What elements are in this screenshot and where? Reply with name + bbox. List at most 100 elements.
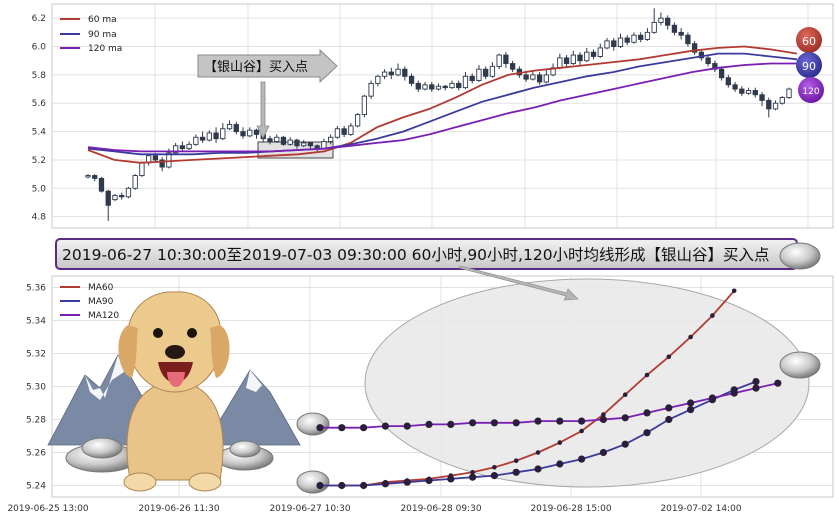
signal-banner: 2019-06-27 10:30:00至2019-07-03 09:30:00 … [55, 238, 798, 270]
data-point-ma90 [512, 468, 520, 476]
highlight-ellipse [364, 278, 810, 488]
silver-ingot-markers [296, 242, 821, 494]
data-point-ma90 [752, 378, 760, 386]
data-point-ma120 [752, 384, 760, 392]
bottom-y-axis: 5.24 5.26 5.28 5.30 5.32 5.34 5.36 [26, 284, 46, 492]
candle [503, 52, 509, 68]
data-point-ma90 [599, 448, 608, 457]
candle [213, 127, 219, 143]
ma-badges: 60 90 120 [796, 27, 824, 103]
candle [718, 66, 725, 81]
data-point-ma120 [469, 419, 477, 427]
top-y-tick-label: 6.2 [32, 14, 46, 24]
candles [85, 8, 792, 221]
data-point-ma90 [360, 481, 368, 490]
candle [678, 28, 684, 40]
candle [287, 137, 293, 146]
data-point-ma120 [665, 404, 673, 412]
data-point-ma90 [316, 481, 324, 490]
data-point-ma120 [774, 379, 782, 387]
candle [368, 80, 374, 99]
bottom-y-tick-label: 5.32 [26, 350, 46, 360]
candle [220, 123, 226, 141]
data-point-ma120 [599, 415, 608, 424]
data-point-ma90 [447, 475, 455, 483]
bottom-x-tick-label: 2019-06-26 11:30 [138, 504, 219, 514]
bottom-x-tick-label: 2019-06-28 09:30 [400, 504, 481, 514]
badge-60-label: 60 [802, 35, 816, 48]
candle [509, 60, 516, 73]
candle [665, 15, 671, 30]
top-y-axis: 4.8 5.0 5.2 5.4 5.6 5.8 6.0 6.2 [32, 14, 47, 222]
banner-text: 2019-06-27 10:30:00至2019-07-03 09:30:00 … [62, 246, 770, 264]
candle [348, 123, 354, 136]
candle [745, 87, 752, 95]
data-point-ma90 [556, 460, 564, 468]
candle [274, 134, 280, 143]
candle [253, 128, 260, 139]
candle [631, 32, 637, 44]
candle [429, 81, 435, 92]
top-y-tick-label: 5.6 [32, 99, 47, 109]
data-point-ma120 [403, 422, 411, 430]
candle [206, 130, 212, 142]
bottom-x-tick-label: 2019-06-27 10:30 [269, 504, 350, 514]
legend-label-ma90: MA90 [88, 297, 114, 307]
down-arrow-icon [256, 81, 270, 139]
candle [226, 120, 233, 131]
candle [597, 43, 603, 58]
data-point-ma120 [687, 399, 695, 407]
candle [172, 142, 179, 155]
data-point-ma120 [490, 419, 498, 427]
data-point-ma120 [338, 424, 346, 432]
candle [199, 131, 206, 143]
candle [247, 127, 253, 138]
data-point-ma60 [535, 450, 541, 455]
data-point-ma120 [643, 409, 651, 417]
candle [772, 100, 779, 111]
buy-point-callout: 【银山谷】买入点 [197, 48, 338, 139]
moving-average-lines [87, 45, 798, 164]
bottom-y-tick-label: 5.24 [26, 481, 46, 491]
data-point-ma90 [643, 429, 651, 437]
candle [725, 74, 731, 88]
data-point-ma90 [578, 455, 586, 463]
data-point-ma120 [578, 417, 586, 425]
candle [543, 69, 549, 84]
candle [732, 81, 738, 92]
candle [85, 174, 91, 179]
candle [381, 69, 388, 80]
candle [570, 50, 576, 65]
bottom-x-tick-label: 2019-06-25 13:00 [7, 504, 88, 514]
candle [671, 22, 678, 36]
candle [530, 70, 536, 81]
candle [105, 189, 111, 221]
candle [280, 135, 287, 146]
candle [240, 127, 246, 139]
candlestick-panel: 4.8 5.0 5.2 5.4 5.6 5.8 6.0 6.2 【银山谷】买入点 60 ma … [32, 3, 834, 229]
ma-line-120 [87, 62, 797, 153]
bottom-y-tick-label: 5.26 [26, 448, 46, 458]
silver-ingot-icon [65, 437, 274, 473]
data-point-ma90 [403, 478, 411, 486]
data-point-ma90 [338, 481, 346, 490]
data-point-ma120 [556, 417, 564, 425]
data-point-ma60 [622, 392, 628, 398]
candle [139, 161, 145, 177]
top-legend: 60 ma 90 ma 120 ma [60, 15, 122, 54]
badge-90 [796, 52, 822, 78]
candle [739, 86, 745, 97]
candle [456, 80, 462, 91]
candle [442, 84, 448, 91]
candle [334, 125, 341, 139]
candle [759, 91, 765, 107]
legend-label-60: 60 ma [88, 15, 117, 25]
candle [611, 38, 617, 51]
candle [496, 53, 502, 70]
candle [449, 80, 455, 90]
data-point-ma90 [665, 415, 673, 424]
top-grid [52, 4, 833, 228]
data-point-ma60 [644, 372, 650, 378]
candle [638, 32, 644, 43]
